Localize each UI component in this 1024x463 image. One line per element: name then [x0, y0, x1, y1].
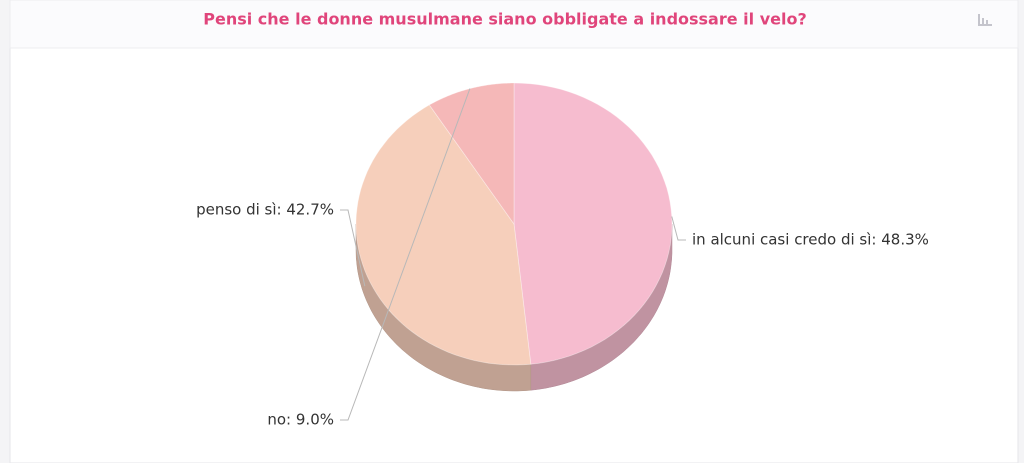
leader-line — [340, 209, 366, 287]
leader-line — [340, 88, 471, 421]
icon-part — [978, 24, 992, 26]
icon-part — [978, 14, 980, 26]
icon-part — [982, 18, 984, 24]
chart-title: Pensi che le donne musulmane siano obbli… — [203, 10, 807, 29]
slice-label: in alcuni casi credo di sì: 48.3% — [692, 231, 929, 249]
pie-slice — [355, 104, 532, 366]
leader-line — [671, 216, 686, 241]
slice-label: penso di sì: 42.7% — [196, 201, 334, 219]
card-header — [9, 0, 1019, 49]
chart-icon[interactable] — [978, 14, 992, 26]
slice-label: no: 9.0% — [267, 411, 334, 429]
slice-side — [355, 223, 532, 392]
icon-part — [986, 20, 988, 24]
